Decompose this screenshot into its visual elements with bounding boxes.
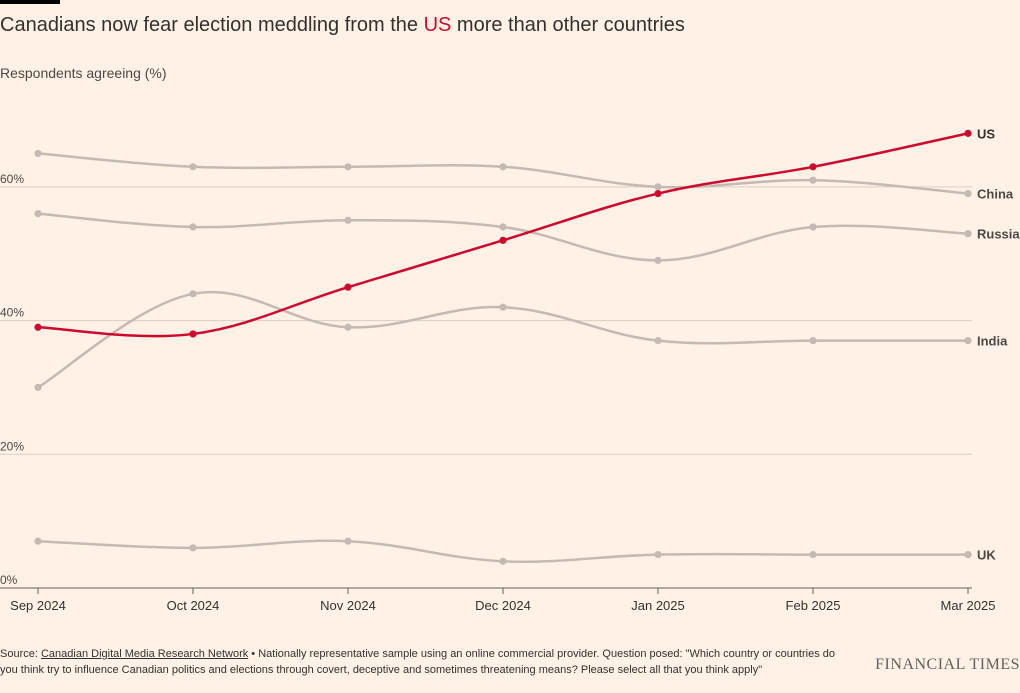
data-point-china: [809, 176, 817, 184]
data-point-india: [499, 303, 507, 311]
data-point-uk: [654, 550, 662, 559]
data-point-china: [964, 189, 972, 198]
source-note: • Nationally representative sample using…: [0, 648, 836, 676]
data-point-us: [499, 236, 507, 244]
data-point-us: [189, 330, 197, 338]
source-label: Source:: [0, 648, 41, 660]
data-point-india: [654, 337, 662, 345]
data-point-china: [189, 163, 197, 171]
data-point-china: [34, 149, 42, 158]
data-point-us: [964, 129, 972, 137]
data-point-india: [189, 290, 197, 298]
title-text-start: Canadians now fear election meddling fro…: [0, 14, 424, 36]
data-point-uk: [189, 544, 197, 552]
data-point-uk: [499, 557, 507, 565]
x-tick-label: Mar 2025: [941, 598, 996, 613]
data-point-russia: [964, 230, 972, 238]
data-point-us: [34, 323, 42, 331]
chart-title: Canadians now fear election meddling fro…: [0, 14, 685, 37]
x-tick-label: Jan 2025: [631, 598, 685, 613]
source-link[interactable]: Canadian Digital Media Research Network: [40, 648, 249, 660]
series-label-india: India: [977, 334, 1008, 349]
series-line-china: [37, 152, 969, 195]
title-text-end: more than other countries: [451, 14, 685, 36]
series-label-uk: UK: [977, 548, 996, 563]
data-point-china: [499, 163, 507, 171]
data-point-russia: [809, 223, 817, 231]
x-tick-label: Sep 2024: [10, 598, 66, 613]
data-point-russia: [654, 256, 662, 264]
y-tick-label: 20%: [0, 439, 24, 453]
series-label-russia: Russia: [977, 227, 1020, 242]
y-tick-label: 40%: [0, 306, 24, 320]
data-point-russia: [499, 223, 507, 231]
data-point-india: [964, 337, 972, 345]
data-point-india: [344, 323, 352, 331]
title-highlight: US: [423, 14, 452, 36]
data-point-china: [654, 183, 662, 191]
data-point-india: [809, 337, 817, 345]
chart-footer: Source: Canadian Digital Media Research …: [0, 646, 850, 678]
y-tick-label: 0%: [0, 573, 18, 587]
data-point-uk: [34, 537, 42, 545]
x-tick-label: Dec 2024: [475, 598, 531, 613]
ft-logo: FINANCIAL TIMES: [875, 656, 1020, 673]
x-tick-label: Oct 2024: [167, 598, 220, 613]
data-point-uk: [809, 550, 817, 559]
data-point-russia: [344, 216, 352, 224]
data-point-uk: [964, 550, 972, 559]
chart-subtitle: Respondents agreeing (%): [0, 65, 167, 81]
y-tick-label: 60%: [0, 172, 24, 186]
data-point-us: [654, 189, 662, 198]
data-point-russia: [189, 223, 197, 231]
line-chart: 0% 20% 40% 60% Sep 2024 Oct 2024 Nov 2024 Dec 2…: [0, 126, 1020, 613]
data-point-china: [344, 163, 352, 171]
x-tick-label: Nov 2024: [320, 598, 376, 613]
data-point-india: [34, 383, 42, 392]
data-point-us: [344, 283, 352, 291]
series-label-china: China: [977, 187, 1014, 202]
series-label-us: US: [977, 126, 995, 141]
data-point-us: [809, 163, 817, 171]
data-point-russia: [34, 210, 42, 218]
x-tick-label: Feb 2025: [786, 598, 841, 613]
brand-bar: [0, 0, 60, 4]
data-point-uk: [344, 537, 352, 545]
